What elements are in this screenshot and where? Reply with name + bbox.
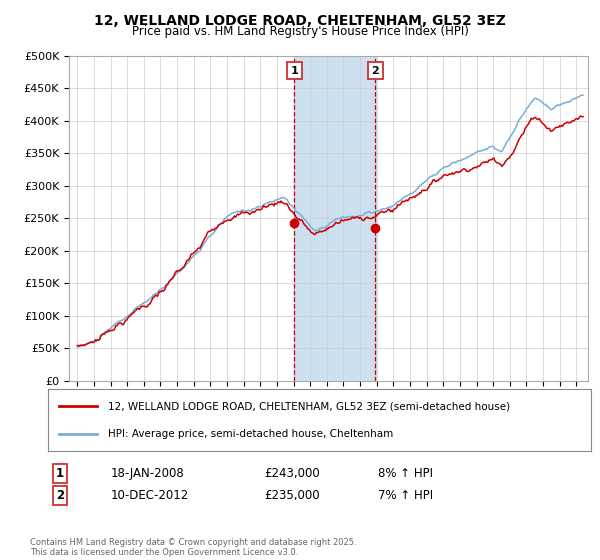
Text: 2: 2	[56, 489, 64, 502]
Text: HPI: Average price, semi-detached house, Cheltenham: HPI: Average price, semi-detached house,…	[108, 428, 393, 438]
Text: £243,000: £243,000	[264, 466, 320, 480]
Text: 10-DEC-2012: 10-DEC-2012	[111, 489, 189, 502]
Text: 1: 1	[290, 66, 298, 76]
Text: 12, WELLAND LODGE ROAD, CHELTENHAM, GL52 3EZ: 12, WELLAND LODGE ROAD, CHELTENHAM, GL52…	[94, 14, 506, 28]
Bar	[295, 56, 376, 381]
Text: 18-JAN-2008: 18-JAN-2008	[111, 466, 185, 480]
Text: Price paid vs. HM Land Registry's House Price Index (HPI): Price paid vs. HM Land Registry's House …	[131, 25, 469, 38]
Text: 8% ↑ HPI: 8% ↑ HPI	[378, 466, 433, 480]
Text: £235,000: £235,000	[264, 489, 320, 502]
Text: 7% ↑ HPI: 7% ↑ HPI	[378, 489, 433, 502]
Text: 12, WELLAND LODGE ROAD, CHELTENHAM, GL52 3EZ (semi-detached house): 12, WELLAND LODGE ROAD, CHELTENHAM, GL52…	[108, 402, 510, 412]
Text: Contains HM Land Registry data © Crown copyright and database right 2025.
This d: Contains HM Land Registry data © Crown c…	[30, 538, 356, 557]
Text: 1: 1	[56, 466, 64, 480]
Text: 2: 2	[371, 66, 379, 76]
